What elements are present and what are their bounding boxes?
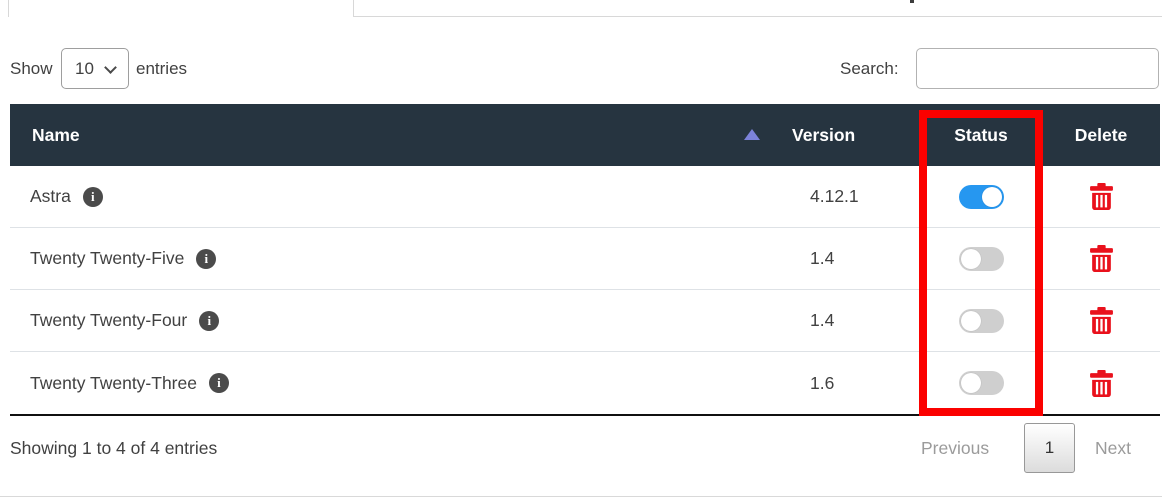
theme-name: Astra	[30, 186, 71, 206]
status-toggle[interactable]	[958, 246, 1004, 271]
pagination-page-1-button[interactable]: 1	[1024, 423, 1075, 473]
sort-ascending-icon	[744, 129, 760, 140]
info-icon[interactable]: i	[196, 248, 217, 269]
column-header-delete[interactable]: Delete	[1042, 104, 1160, 166]
trash-icon	[1089, 245, 1113, 272]
trash-icon	[1089, 369, 1113, 397]
chevron-down-icon	[104, 61, 117, 74]
entries-label: entries	[136, 59, 188, 78]
tab-bar-divider	[354, 16, 1162, 17]
toggle-knob	[960, 248, 981, 269]
page-length-value: 10	[75, 59, 94, 78]
column-header-name[interactable]: Name	[10, 104, 780, 166]
search-input[interactable]	[916, 48, 1159, 89]
toggle-knob	[981, 186, 1002, 207]
column-header-status[interactable]: Status	[920, 104, 1042, 166]
info-icon[interactable]: i	[199, 310, 220, 331]
theme-version-cell: 1.6	[810, 372, 835, 393]
footer-divider	[0, 496, 1162, 497]
theme-name-cell: Twenty Twenty-Three i	[10, 352, 780, 414]
column-header-status-label: Status	[954, 124, 1008, 145]
table-row: Twenty Twenty-Three i 1.6	[10, 352, 1160, 414]
status-toggle[interactable]	[958, 184, 1004, 209]
trash-icon	[1089, 307, 1113, 334]
column-header-version-label: Version	[792, 124, 856, 145]
pagination-next-button[interactable]: Next	[1095, 438, 1131, 458]
table-header-row: Name Version Status Delete	[10, 104, 1160, 166]
theme-name-cell: Astra i	[10, 166, 780, 227]
table-row: Twenty Twenty-Five i 1.4	[10, 228, 1160, 290]
search-label: Search:	[840, 59, 899, 78]
theme-version-cell: 4.12.1	[810, 186, 859, 206]
delete-button[interactable]	[1088, 305, 1115, 336]
show-label: Show	[10, 59, 53, 78]
table-row: Astra i 4.12.1	[10, 166, 1160, 228]
delete-button[interactable]	[1088, 181, 1115, 212]
theme-name-cell: Twenty Twenty-Four i	[10, 290, 780, 351]
theme-name: Twenty Twenty-Three	[30, 372, 197, 393]
info-icon[interactable]: i	[82, 186, 103, 207]
theme-name: Twenty Twenty-Five	[30, 248, 185, 268]
theme-name-cell: Twenty Twenty-Five i	[10, 228, 780, 289]
status-toggle[interactable]	[958, 308, 1004, 333]
table-body: Astra i 4.12.1	[10, 166, 1160, 416]
table-info-text: Showing 1 to 4 of 4 entries	[10, 438, 218, 458]
truncated-tab-text-fragment	[910, 0, 914, 3]
delete-button[interactable]	[1088, 368, 1115, 399]
active-tab[interactable]	[8, 0, 354, 17]
status-toggle[interactable]	[958, 371, 1004, 395]
trash-icon	[1089, 183, 1113, 210]
pagination-previous-button[interactable]: Previous	[921, 438, 990, 458]
column-header-version[interactable]: Version	[780, 104, 920, 166]
table-row: Twenty Twenty-Four i 1.4	[10, 290, 1160, 352]
theme-version-cell: 1.4	[810, 310, 835, 330]
column-header-delete-label: Delete	[1074, 124, 1128, 145]
page-length-select[interactable]: 10	[61, 48, 129, 89]
theme-name: Twenty Twenty-Four	[30, 310, 188, 330]
delete-button[interactable]	[1088, 243, 1115, 274]
toggle-knob	[960, 373, 981, 393]
toggle-knob	[960, 310, 981, 331]
info-icon[interactable]: i	[208, 373, 229, 393]
theme-version-cell: 1.4	[810, 248, 835, 268]
column-header-name-label: Name	[32, 124, 80, 145]
